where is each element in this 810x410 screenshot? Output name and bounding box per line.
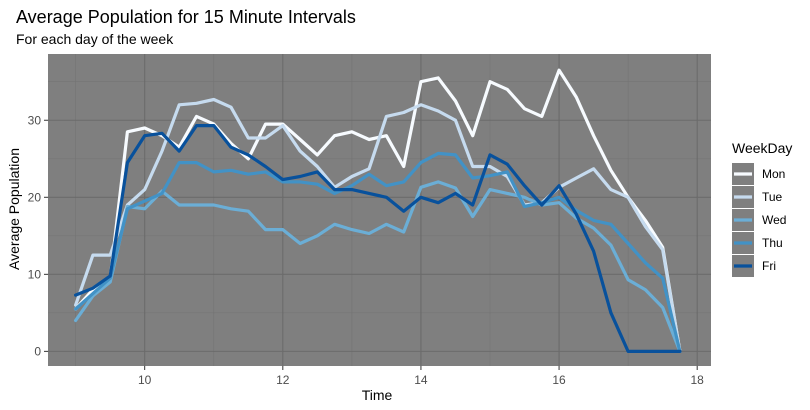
series-line-tue bbox=[73, 97, 682, 353]
x-axis-title: Time bbox=[362, 387, 393, 403]
y-tick-label: 10 bbox=[28, 267, 42, 281]
legend-label-wed: Wed bbox=[762, 213, 786, 227]
x-tick-label: 18 bbox=[691, 373, 705, 387]
y-tick-label: 0 bbox=[34, 344, 41, 358]
plot-panel bbox=[48, 54, 711, 366]
x-axis: 10 12 14 16 18 bbox=[138, 366, 704, 387]
y-axis: 0 10 20 30 bbox=[28, 113, 48, 358]
x-tick-label: 10 bbox=[138, 373, 152, 387]
legend-title: WeekDay bbox=[732, 140, 792, 156]
series-line-thu bbox=[73, 151, 682, 353]
legend-label-fri: Fri bbox=[762, 259, 776, 273]
y-tick-label: 30 bbox=[28, 113, 42, 127]
legend: WeekDay Mon Tue Wed Thu Fri bbox=[732, 140, 792, 277]
chart-title: Average Population for 15 Minute Interva… bbox=[16, 7, 356, 27]
series-line-fri bbox=[73, 123, 682, 353]
legend-label-tue: Tue bbox=[762, 190, 783, 204]
legend-label-thu: Thu bbox=[762, 236, 783, 250]
legend-label-mon: Mon bbox=[762, 167, 785, 181]
series-lines bbox=[73, 68, 682, 353]
x-tick-label: 16 bbox=[552, 373, 566, 387]
x-tick-label: 12 bbox=[276, 373, 290, 387]
chart-subtitle: For each day of the week bbox=[16, 31, 174, 47]
y-axis-title: Average Population bbox=[6, 148, 22, 270]
y-tick-label: 20 bbox=[28, 190, 42, 204]
x-tick-label: 14 bbox=[414, 373, 428, 387]
